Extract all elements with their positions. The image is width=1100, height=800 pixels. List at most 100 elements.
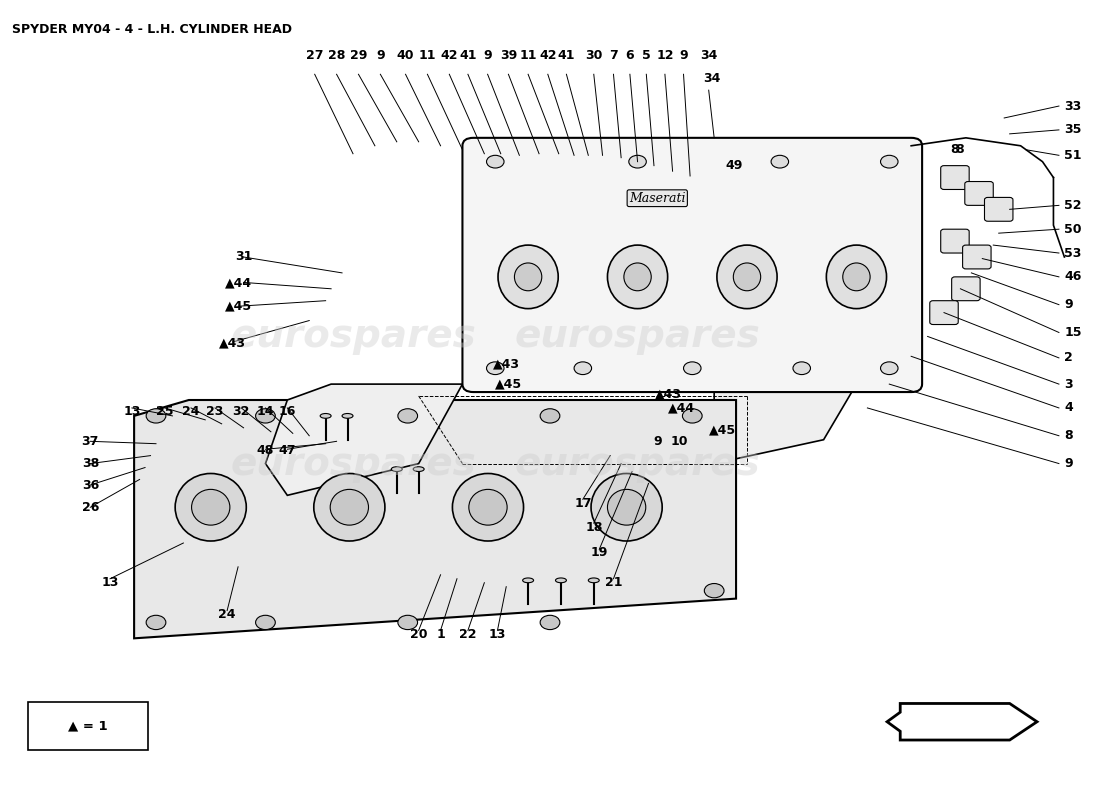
Ellipse shape xyxy=(314,474,385,541)
Ellipse shape xyxy=(624,263,651,290)
Text: ▲43: ▲43 xyxy=(219,336,246,350)
Text: 10: 10 xyxy=(670,435,688,448)
Text: 8: 8 xyxy=(1065,430,1072,442)
Text: 18: 18 xyxy=(585,521,603,534)
Text: 39: 39 xyxy=(499,50,517,62)
Text: eurospares: eurospares xyxy=(230,445,476,482)
Text: 34: 34 xyxy=(703,72,720,85)
Text: 52: 52 xyxy=(1065,199,1082,212)
Ellipse shape xyxy=(469,490,507,525)
Polygon shape xyxy=(714,305,911,463)
Polygon shape xyxy=(887,703,1037,740)
Text: 20: 20 xyxy=(410,628,428,641)
Text: 34: 34 xyxy=(700,50,717,62)
Text: 28: 28 xyxy=(328,50,345,62)
Text: ▲44: ▲44 xyxy=(224,277,252,290)
Text: 27: 27 xyxy=(306,50,323,62)
Text: 19: 19 xyxy=(591,546,608,559)
Text: 9: 9 xyxy=(376,50,385,62)
Circle shape xyxy=(683,362,701,374)
Text: 1: 1 xyxy=(437,628,444,641)
Text: 22: 22 xyxy=(459,628,476,641)
Text: 49: 49 xyxy=(725,159,742,172)
Circle shape xyxy=(880,362,898,374)
Text: 53: 53 xyxy=(1065,246,1081,259)
Text: 2: 2 xyxy=(1065,351,1074,364)
Text: 16: 16 xyxy=(278,406,296,418)
Circle shape xyxy=(398,409,418,423)
Ellipse shape xyxy=(843,263,870,290)
Text: 15: 15 xyxy=(1065,326,1082,339)
Text: 11: 11 xyxy=(519,50,537,62)
Circle shape xyxy=(540,409,560,423)
Text: ▲44: ▲44 xyxy=(668,402,695,414)
Text: ▲45: ▲45 xyxy=(710,424,737,437)
Text: 9: 9 xyxy=(653,435,661,448)
Text: 51: 51 xyxy=(1065,149,1082,162)
Circle shape xyxy=(793,362,811,374)
Text: 32: 32 xyxy=(233,406,250,418)
Text: 11: 11 xyxy=(419,50,437,62)
Text: 9: 9 xyxy=(1065,457,1072,470)
Circle shape xyxy=(540,615,560,630)
Text: 21: 21 xyxy=(605,576,623,590)
Text: 8: 8 xyxy=(955,143,964,156)
Circle shape xyxy=(486,155,504,168)
Text: 12: 12 xyxy=(657,50,673,62)
Ellipse shape xyxy=(330,490,369,525)
Text: 6: 6 xyxy=(626,50,635,62)
Text: 24: 24 xyxy=(219,608,235,621)
Circle shape xyxy=(146,409,166,423)
Text: 14: 14 xyxy=(256,406,274,418)
Ellipse shape xyxy=(320,414,331,418)
Ellipse shape xyxy=(588,578,600,582)
Circle shape xyxy=(486,362,504,374)
Text: 41: 41 xyxy=(459,50,476,62)
Ellipse shape xyxy=(342,414,353,418)
Ellipse shape xyxy=(392,466,403,471)
Text: 38: 38 xyxy=(81,457,99,470)
Polygon shape xyxy=(265,384,462,495)
FancyBboxPatch shape xyxy=(952,277,980,301)
Text: 29: 29 xyxy=(350,50,367,62)
Ellipse shape xyxy=(556,578,566,582)
Ellipse shape xyxy=(414,466,425,471)
Text: 47: 47 xyxy=(278,443,296,457)
Ellipse shape xyxy=(515,263,542,290)
Circle shape xyxy=(574,362,592,374)
Text: 25: 25 xyxy=(156,406,174,418)
FancyBboxPatch shape xyxy=(930,301,958,325)
Text: 37: 37 xyxy=(81,435,99,448)
Ellipse shape xyxy=(826,245,887,309)
Text: 33: 33 xyxy=(1065,99,1081,113)
Text: 26: 26 xyxy=(81,501,99,514)
Circle shape xyxy=(704,583,724,598)
FancyBboxPatch shape xyxy=(965,182,993,206)
Circle shape xyxy=(682,409,702,423)
Text: 9: 9 xyxy=(1065,298,1072,311)
Text: 8: 8 xyxy=(950,143,959,156)
Text: 17: 17 xyxy=(574,497,592,510)
Text: 13: 13 xyxy=(488,628,506,641)
Text: ▲43: ▲43 xyxy=(493,358,519,370)
Text: 7: 7 xyxy=(609,50,618,62)
Text: 35: 35 xyxy=(1065,123,1081,136)
FancyBboxPatch shape xyxy=(28,702,148,750)
Ellipse shape xyxy=(191,490,230,525)
Text: 9: 9 xyxy=(679,50,688,62)
Text: 48: 48 xyxy=(256,443,274,457)
Ellipse shape xyxy=(452,474,524,541)
Text: 42: 42 xyxy=(539,50,557,62)
FancyBboxPatch shape xyxy=(940,166,969,190)
Circle shape xyxy=(398,615,418,630)
Text: ▲45: ▲45 xyxy=(495,378,522,390)
Circle shape xyxy=(880,155,898,168)
Text: eurospares: eurospares xyxy=(515,445,760,482)
Ellipse shape xyxy=(717,245,777,309)
Ellipse shape xyxy=(175,474,246,541)
Circle shape xyxy=(629,155,647,168)
Text: 40: 40 xyxy=(397,50,415,62)
Ellipse shape xyxy=(498,245,558,309)
Text: Maserati: Maserati xyxy=(629,192,685,205)
Text: ▲45: ▲45 xyxy=(224,300,252,313)
